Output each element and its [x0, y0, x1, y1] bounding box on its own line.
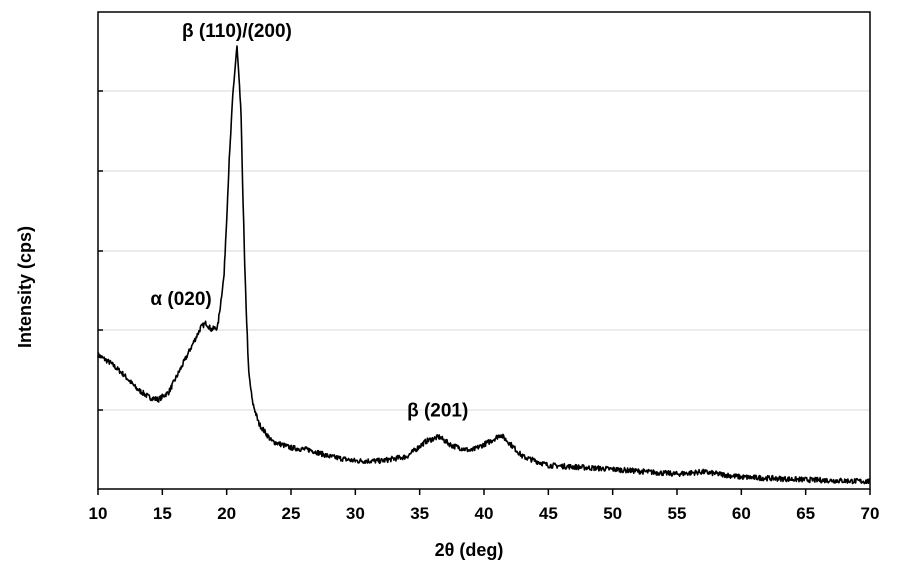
x-tick-label: 35 — [410, 504, 429, 523]
x-tick-label: 10 — [89, 504, 108, 523]
x-tick-label: 45 — [539, 504, 558, 523]
gridlines — [98, 90, 870, 411]
x-tick-label: 25 — [282, 504, 301, 523]
x-tick-label: 55 — [668, 504, 687, 523]
peak-annotation: β (110)/(200) — [182, 21, 292, 42]
x-tick-label: 40 — [475, 504, 494, 523]
x-tick-label: 30 — [346, 504, 365, 523]
peak-annotations: β (110)/(200) α (020) β (201) — [150, 21, 468, 422]
x-tick-label: 50 — [603, 504, 622, 523]
x-axis-ticks: 10 15 20 25 30 35 40 45 50 55 60 65 70 — [89, 489, 880, 523]
peak-annotation: β (201) — [407, 401, 468, 422]
x-tick-label: 70 — [861, 504, 880, 523]
x-tick-label: 15 — [153, 504, 172, 523]
peak-annotation: α (020) — [150, 289, 211, 310]
y-axis-ticks — [98, 90, 103, 411]
x-axis-title: 2θ (deg) — [435, 540, 504, 560]
x-tick-label: 20 — [217, 504, 236, 523]
x-tick-label: 65 — [796, 504, 815, 523]
x-tick-label: 60 — [732, 504, 751, 523]
diffraction-curve — [97, 45, 871, 485]
y-axis-title: Intensity (cps) — [15, 226, 35, 348]
